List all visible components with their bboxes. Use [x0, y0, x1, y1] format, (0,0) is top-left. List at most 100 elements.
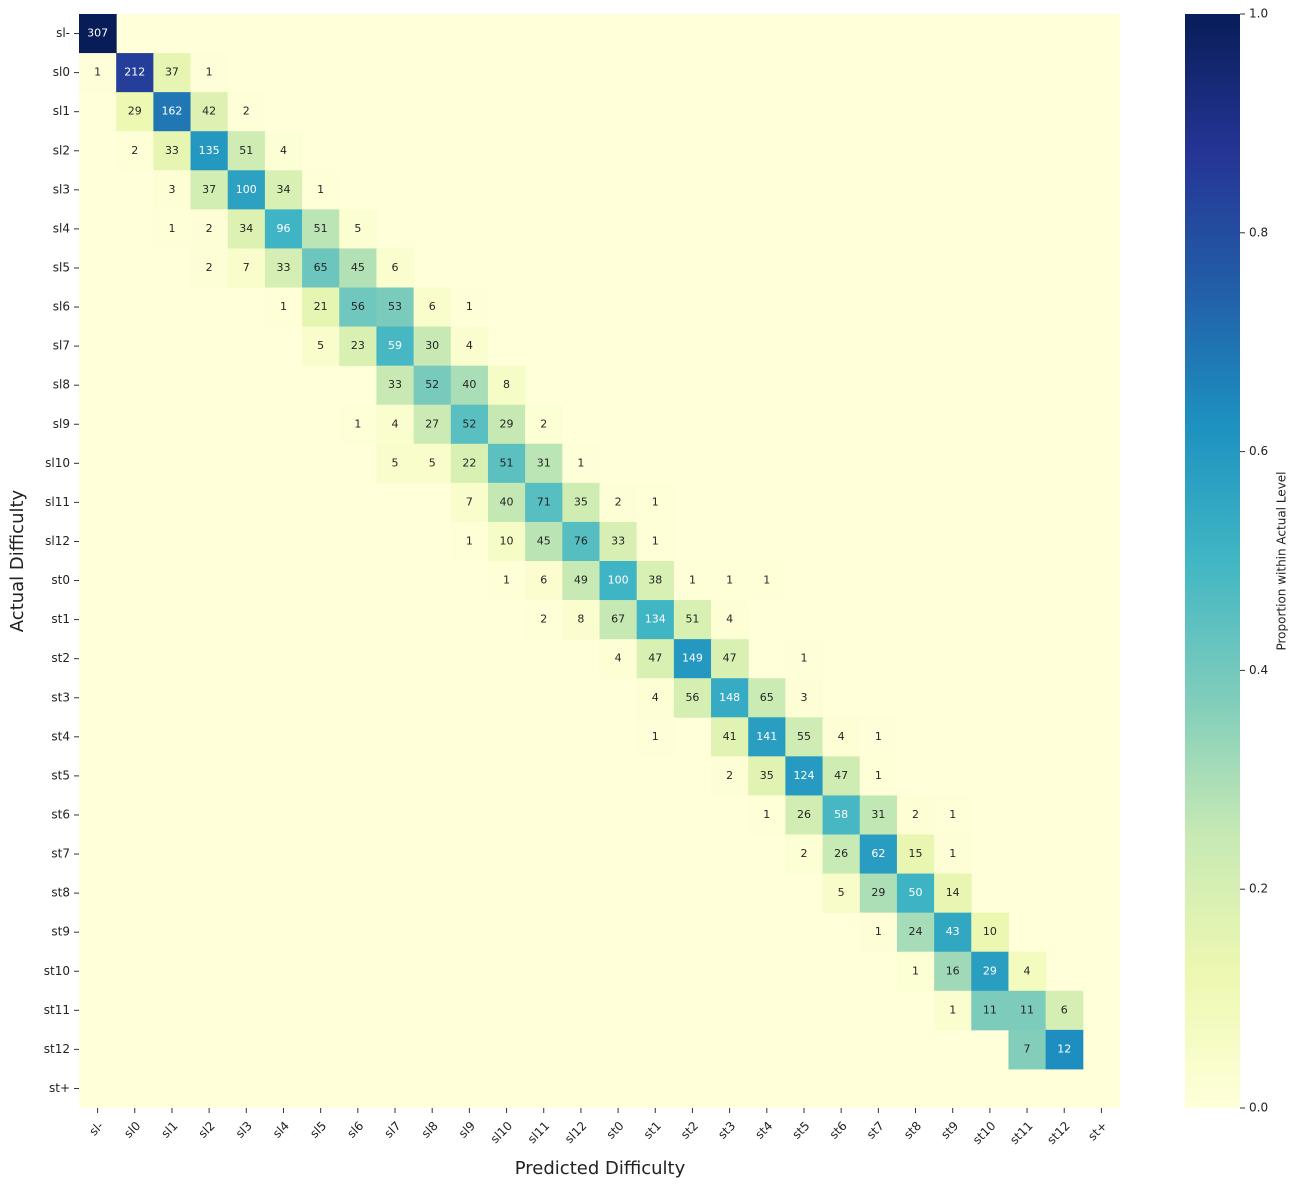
cell	[748, 756, 786, 796]
y-tick-label: sl11	[45, 495, 70, 509]
x-tick-label: st0	[604, 1119, 627, 1142]
y-tick-label: st12	[44, 1042, 70, 1056]
y-tick-label: sl4	[53, 221, 70, 235]
cell	[302, 287, 340, 328]
cell	[227, 92, 266, 132]
cell-label: 35	[574, 495, 588, 508]
cell	[636, 482, 675, 523]
cell-label: 4	[838, 730, 845, 743]
cell	[599, 561, 638, 601]
cell	[822, 795, 861, 835]
cell	[302, 248, 340, 288]
cell-label: 6	[429, 300, 436, 313]
colorbar-tick-label: 0.4	[1249, 663, 1268, 677]
cell	[413, 404, 452, 445]
x-tick-label: st4	[752, 1119, 775, 1142]
cell-label: 47	[723, 652, 737, 665]
cell	[264, 170, 303, 210]
cell-label: 10	[983, 925, 997, 938]
cell	[376, 365, 415, 406]
cell	[859, 717, 898, 757]
cell	[934, 951, 972, 992]
cell	[413, 365, 452, 406]
cell	[636, 678, 675, 718]
cell	[264, 131, 303, 171]
cell	[711, 678, 749, 718]
x-tick-label: sl-	[86, 1119, 106, 1139]
cell	[153, 209, 192, 249]
cell	[264, 287, 303, 328]
cell	[450, 521, 489, 562]
cell-label: 4	[280, 144, 287, 157]
cell-label: 1	[949, 1003, 956, 1016]
cell-label: 2	[540, 613, 547, 626]
cell	[971, 912, 1009, 953]
cell-label: 14	[946, 886, 960, 899]
cell-label: 6	[1061, 1003, 1068, 1016]
cell-label: 7	[1024, 1042, 1031, 1055]
x-tick-label: sl7	[382, 1119, 404, 1141]
cell-label: 45	[351, 261, 365, 274]
cell	[1008, 1029, 1047, 1070]
cell-label: 12	[1057, 1042, 1071, 1055]
cell-label: 1	[912, 964, 919, 977]
cell-label: 1	[94, 66, 101, 79]
cell-label: 65	[760, 691, 774, 704]
cell-label: 1	[949, 847, 956, 860]
cell	[376, 326, 415, 367]
cell	[934, 873, 972, 914]
cell-label: 16	[946, 964, 960, 977]
cell-label: 42	[202, 105, 216, 118]
x-tick-label: sl9	[456, 1119, 478, 1141]
cell-label: 1	[949, 808, 956, 821]
cell-label: 7	[243, 261, 250, 274]
cell	[785, 795, 824, 835]
cell	[562, 482, 600, 523]
cell-label: 8	[503, 378, 510, 391]
cell	[190, 131, 229, 171]
cell	[822, 873, 861, 914]
x-tick-label: st1	[641, 1119, 664, 1142]
cell-label: 7	[466, 495, 473, 508]
cell-label: 4	[392, 417, 399, 430]
cell	[934, 834, 972, 875]
y-tick-label: sl-	[56, 26, 70, 40]
cell-label: 6	[392, 261, 399, 274]
cell	[896, 795, 935, 835]
x-tick-label: st+	[1085, 1119, 1110, 1144]
cell-label: 5	[317, 339, 324, 352]
cell-label: 1	[652, 534, 659, 547]
cell-label: 38	[648, 574, 662, 587]
x-tick-label: sl11	[525, 1119, 552, 1146]
cell	[934, 912, 972, 953]
cell-label: 96	[276, 222, 290, 235]
cell-label: 1	[875, 730, 882, 743]
cell-label: 65	[314, 261, 328, 274]
cell	[859, 912, 898, 953]
cell-label: 31	[871, 808, 885, 821]
cell	[562, 561, 600, 601]
cell	[636, 600, 675, 640]
cell	[785, 756, 824, 796]
cell-label: 24	[909, 925, 923, 938]
x-tick-label: st9	[938, 1119, 961, 1142]
cell-label: 141	[756, 730, 777, 743]
cell-label: 34	[239, 222, 253, 235]
cell-label: 2	[726, 769, 733, 782]
cell	[748, 561, 786, 601]
x-tick-label: sl1	[158, 1119, 180, 1141]
colorbar-tick-label: 0.2	[1249, 882, 1268, 896]
x-tick-label: st10	[970, 1119, 998, 1147]
cell	[153, 92, 192, 132]
cell-label: 8	[577, 613, 584, 626]
y-tick-label: sl0	[53, 65, 70, 79]
cell-label: 4	[726, 613, 733, 626]
cell-label: 62	[871, 847, 885, 860]
cell	[971, 951, 1009, 992]
cell-label: 59	[388, 339, 402, 352]
cell-label: 134	[645, 613, 666, 626]
cell-label: 37	[202, 183, 216, 196]
x-tick-label: sl12	[562, 1119, 589, 1146]
cell	[1008, 990, 1047, 1031]
